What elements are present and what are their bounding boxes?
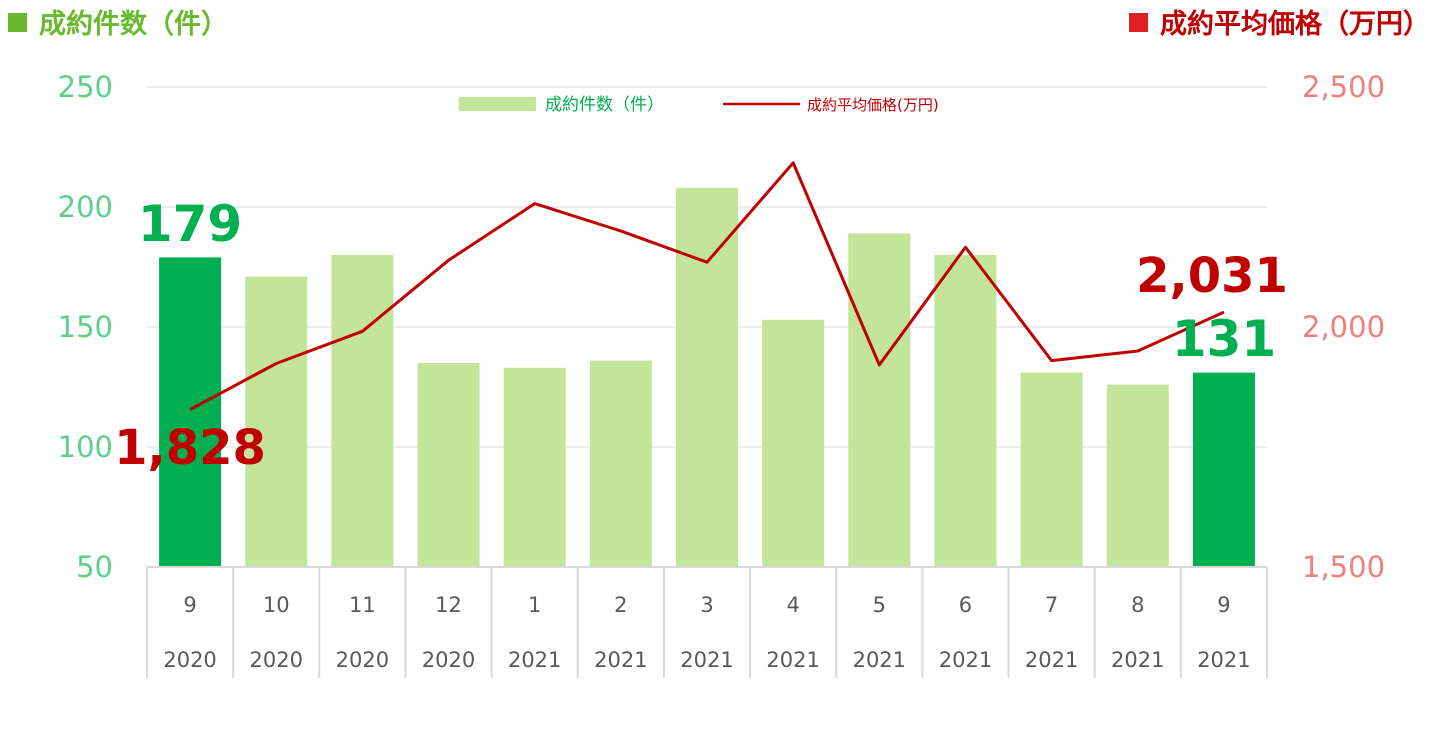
bar [1106,384,1169,567]
left-axis: 50 100 150 200 250 [58,70,113,584]
left-tick-label: 50 [76,550,113,584]
annotation-bar-first: 179 [138,195,242,253]
right-axis-header: 成約平均価格（万円） [1129,2,1430,41]
x-tick-year: 2021 [1025,648,1078,672]
right-tick-label: 1,500 [1302,550,1385,584]
x-tick-year: 2021 [1111,648,1164,672]
left-tick-label: 100 [58,430,113,464]
x-tick-year: 2021 [766,648,819,672]
x-tick-year: 2021 [1197,648,1250,672]
legend: 成約件数（件） 成約平均価格(万円) [459,95,939,115]
legend-line-label: 成約平均価格(万円) [807,96,939,114]
x-tick-month: 7 [1045,593,1058,617]
bar [503,367,566,567]
x-tick-year: 2020 [163,648,216,672]
bar [848,233,911,567]
bar [159,257,222,567]
x-tick-year: 2021 [508,648,561,672]
left-legend-square-icon [8,13,27,32]
x-tick-year: 2020 [250,648,303,672]
left-tick-label: 200 [58,190,113,224]
x-tick-year: 2020 [422,648,475,672]
x-tick-month: 4 [786,593,799,617]
bar [1020,372,1083,567]
left-tick-label: 150 [58,310,113,344]
x-tick-month: 6 [959,593,972,617]
bar-series [159,187,1255,568]
right-axis: 1,500 2,000 2,500 [1302,70,1385,584]
x-tick-month: 9 [1217,593,1230,617]
bar [417,363,480,567]
x-tick-month: 10 [263,593,290,617]
left-tick-label: 250 [58,70,113,104]
legend-bar-label: 成約件数（件） [545,95,664,115]
annotation-line-last: 2,031 [1136,248,1288,304]
bar [245,276,308,567]
bar [934,255,997,567]
x-tick-month: 5 [873,593,886,617]
left-axis-header: 成約件数（件） [8,2,228,41]
left-axis-header-title: 成約件数（件） [39,9,228,40]
x-tick-year: 2021 [853,648,906,672]
x-tick-month: 2 [614,593,627,617]
right-tick-label: 2,000 [1302,310,1385,344]
right-axis-header-title: 成約平均価格（万円） [1160,9,1430,40]
x-tick-month: 3 [700,593,713,617]
annotation-line-first: 1,828 [114,420,266,476]
x-tick-month: 9 [183,593,196,617]
x-tick-year: 2020 [336,648,389,672]
bar [676,187,738,568]
annotations: 179 131 1,828 2,031 [114,195,1288,476]
annotation-bar-last: 131 [1172,310,1276,368]
bar [589,360,652,567]
x-tick-year: 2021 [680,648,733,672]
x-tick-month: 8 [1131,593,1144,617]
right-tick-label: 2,500 [1302,70,1385,104]
line-series [189,161,1225,411]
x-tick-year: 2021 [594,648,647,672]
bar [331,255,394,567]
right-legend-square-icon [1129,13,1148,32]
legend-bar-swatch [459,97,536,111]
bar [762,319,825,567]
x-tick-month: 11 [349,593,376,617]
price-line [189,161,1225,411]
x-axis: 9 2020 10 2020 11 2020 12 2020 1 2021 2 2021 3 2021 4 2… [146,566,1268,678]
bar [1192,372,1255,567]
x-tick-year: 2021 [939,648,992,672]
x-tick-month: 1 [528,593,541,617]
x-tick-month: 12 [435,593,462,617]
